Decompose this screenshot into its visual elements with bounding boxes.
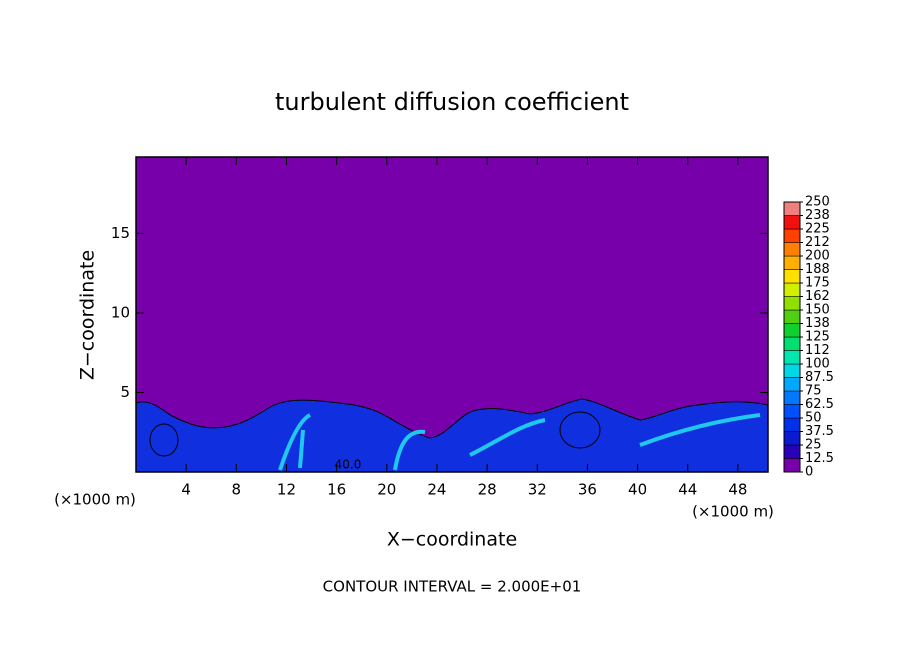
x-tick-label: 32	[528, 481, 547, 499]
colorbar-label: 200	[805, 249, 830, 264]
colorbar-label: 125	[805, 330, 830, 345]
colorbar-band	[783, 201, 801, 216]
colorbar-label: 0	[805, 465, 813, 480]
colorbar-band	[783, 377, 801, 392]
colorbar-band	[783, 363, 801, 378]
colorbar-label: 50	[805, 411, 822, 426]
colorbar-band	[783, 404, 801, 419]
y-tick-label: 5	[120, 383, 130, 401]
high-diffusion-streaks	[278, 413, 761, 471]
colorbar-label: 75	[805, 384, 822, 399]
y-axis-label: Z−coordinate	[77, 250, 99, 380]
colorbar-band	[783, 228, 801, 243]
x-tick-label: 8	[232, 481, 242, 499]
x-tick-label: 16	[327, 481, 346, 499]
colorbar-band	[783, 255, 801, 270]
colorbar-band	[783, 296, 801, 311]
colorbar-band	[783, 323, 801, 338]
x-tick-label: 4	[181, 481, 191, 499]
x-tick-label: 28	[478, 481, 497, 499]
x-tick-label: 20	[377, 481, 396, 499]
contour-label: 40.0	[335, 458, 362, 472]
colorbar-label: 25	[805, 438, 822, 453]
colorbar-label: 112	[805, 343, 830, 358]
y-tick-label: 10	[111, 303, 130, 321]
colorbar-label: 150	[805, 303, 830, 318]
colorbar-band	[783, 282, 801, 297]
colorbar-frame	[783, 201, 801, 473]
colorbar-band	[783, 417, 801, 432]
colorbar-band	[783, 215, 801, 230]
colorbar-label: 87.5	[805, 370, 834, 385]
colorbar-label: 212	[805, 235, 830, 250]
colorbar-band	[783, 336, 801, 351]
x-tick-label: 24	[427, 481, 446, 499]
x-tick-label: 36	[578, 481, 597, 499]
turbulent-layer	[135, 398, 769, 473]
colorbar-band	[783, 431, 801, 446]
colorbar-band	[783, 242, 801, 257]
colorbar-band	[783, 350, 801, 365]
colorbar-band	[783, 309, 801, 324]
colorbar-label: 62.5	[805, 397, 834, 412]
colorbar-label: 100	[805, 357, 830, 372]
x-tick-label: 44	[678, 481, 697, 499]
x-unit-label: (×1000 m)	[54, 491, 136, 509]
colorbar-label: 188	[805, 262, 830, 277]
colorbar-band	[783, 269, 801, 284]
colorbar-band	[783, 390, 801, 405]
colorbar-label: 238	[805, 208, 830, 223]
colorbar-label: 225	[805, 222, 830, 237]
plot-frame	[135, 156, 769, 473]
colorbar-band	[783, 458, 801, 473]
colorbar-label: 175	[805, 276, 830, 291]
x-tick-label: 12	[277, 481, 296, 499]
x-axis-label: X−coordinate	[387, 529, 517, 551]
contour-line	[149, 411, 601, 457]
y-tick-label: 15	[111, 224, 130, 242]
colorbar-label: 37.5	[805, 424, 834, 439]
x-unit-label: (×1000 m)	[692, 503, 774, 521]
colorbar-label: 12.5	[805, 451, 834, 466]
colorbar-label: 162	[805, 289, 830, 304]
colorbar-label: 138	[805, 316, 830, 331]
chart-title: turbulent diffusion coefficient	[275, 88, 629, 116]
colorbar-band	[783, 444, 801, 459]
colorbar-label: 250	[805, 195, 830, 210]
footer-note: CONTOUR INTERVAL = 2.000E+01	[323, 578, 582, 596]
x-tick-label: 48	[728, 481, 747, 499]
x-tick-label: 40	[628, 481, 647, 499]
